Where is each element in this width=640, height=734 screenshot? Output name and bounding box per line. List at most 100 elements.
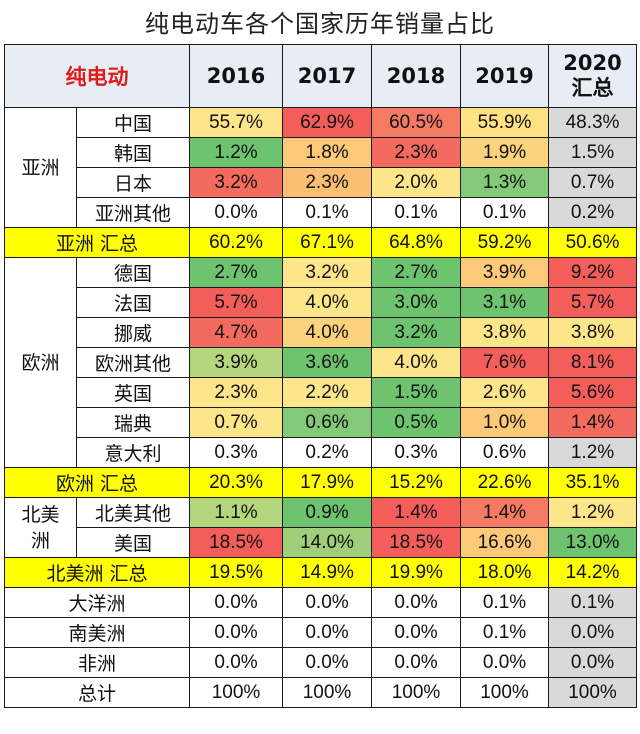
value-cell: 3.8% (548, 317, 637, 348)
value-cell: 2.0% (371, 167, 461, 198)
region-label-line: 北美 (21, 503, 60, 526)
region-label: 北美洲 (4, 497, 77, 558)
value-cell: 5.7% (189, 287, 283, 318)
subtotal-value: 14.2% (548, 557, 637, 588)
value-cell: 0.2% (282, 437, 372, 468)
corner-label: 纯电动 (4, 44, 190, 108)
total-value: 100% (548, 677, 637, 708)
value-cell: 1.5% (548, 137, 637, 168)
year-header: 2018 (371, 44, 461, 108)
year-header: 2019 (460, 44, 549, 108)
value-cell: 1.0% (460, 407, 549, 438)
value-cell: 0.1% (460, 617, 549, 648)
value-cell: 4.7% (189, 317, 283, 348)
value-cell: 5.6% (548, 377, 637, 408)
value-cell: 9.2% (548, 257, 637, 288)
table-row: 瑞典 0.7% 0.6% 0.5% 1.0% 1.4% (5, 407, 637, 438)
value-cell: 0.0% (371, 647, 461, 678)
value-cell: 2.6% (460, 377, 549, 408)
value-cell: 1.5% (371, 377, 461, 408)
value-cell: 0.0% (548, 617, 637, 648)
value-cell: 0.0% (460, 647, 549, 678)
value-cell: 3.2% (371, 317, 461, 348)
value-cell: 1.3% (460, 167, 549, 198)
subtotal-row: 欧洲 汇总 20.3% 17.9% 15.2% 22.6% 35.1% (4, 467, 637, 498)
value-cell: 18.5% (371, 527, 461, 558)
table-row: 非洲 0.0% 0.0% 0.0% 0.0% 0.0% (4, 647, 637, 678)
table-row: 美国 18.5% 14.0% 18.5% 16.6% 13.0% (5, 527, 637, 558)
country-label: 北美其他 (76, 497, 190, 528)
table-row: 南美洲 0.0% 0.0% 0.0% 0.1% 0.0% (4, 617, 637, 648)
total-value: 100% (371, 677, 461, 708)
value-cell: 5.7% (548, 287, 637, 318)
subtotal-label: 亚洲 汇总 (4, 227, 190, 258)
country-label: 欧洲其他 (76, 347, 190, 378)
value-cell: 0.1% (460, 197, 549, 228)
value-cell: 0.7% (189, 407, 283, 438)
region-label: 欧洲 (4, 257, 77, 468)
region-label: 南美洲 (4, 617, 190, 648)
value-cell: 1.2% (548, 437, 637, 468)
value-cell: 0.0% (189, 197, 283, 228)
value-cell: 2.2% (282, 377, 372, 408)
value-cell: 4.0% (282, 287, 372, 318)
total-label: 总计 (4, 677, 190, 708)
region-label: 非洲 (4, 647, 190, 678)
subtotal-value: 50.6% (548, 227, 637, 258)
country-label: 美国 (76, 527, 190, 558)
table-row: 大洋洲 0.0% 0.0% 0.0% 0.1% 0.1% (4, 587, 637, 618)
value-cell: 3.6% (282, 347, 372, 378)
value-cell: 0.0% (189, 647, 283, 678)
value-cell: 60.5% (371, 107, 461, 138)
subtotal-value: 35.1% (548, 467, 637, 498)
value-cell: 0.6% (460, 437, 549, 468)
value-cell: 1.2% (189, 137, 283, 168)
value-cell: 48.3% (548, 107, 637, 138)
subtotal-label: 欧洲 汇总 (4, 467, 190, 498)
value-cell: 3.8% (460, 317, 549, 348)
value-cell: 55.7% (189, 107, 283, 138)
subtotal-value: 19.9% (371, 557, 461, 588)
year-header: 2016 (189, 44, 283, 108)
total-value: 100% (282, 677, 372, 708)
value-cell: 0.0% (282, 617, 372, 648)
table-row: 日本 3.2% 2.3% 2.0% 1.3% 0.7% (5, 167, 637, 198)
subtotal-value: 14.9% (282, 557, 372, 588)
value-cell: 7.6% (460, 347, 549, 378)
country-label: 瑞典 (76, 407, 190, 438)
subtotal-value: 19.5% (189, 557, 283, 588)
subtotal-value: 18.0% (460, 557, 549, 588)
year-header: 2017 (282, 44, 372, 108)
value-cell: 0.3% (371, 437, 461, 468)
value-cell: 3.2% (282, 257, 372, 288)
value-cell: 62.9% (282, 107, 372, 138)
subtotal-label: 北美洲 汇总 (4, 557, 190, 588)
value-cell: 3.2% (189, 167, 283, 198)
subtotal-row: 亚洲 汇总 60.2% 67.1% 64.8% 59.2% 50.6% (4, 227, 637, 258)
header-row: 纯电动 2016 2017 2018 2019 2020 汇总 (4, 44, 637, 108)
value-cell: 0.1% (548, 587, 637, 618)
country-label: 挪威 (76, 317, 190, 348)
value-cell: 1.9% (460, 137, 549, 168)
value-cell: 2.3% (282, 167, 372, 198)
year-2020-label: 2020 (563, 51, 622, 75)
total-row: 总计 100% 100% 100% 100% 100% (4, 677, 637, 708)
value-cell: 0.0% (282, 647, 372, 678)
subtotal-value: 20.3% (189, 467, 283, 498)
value-cell: 1.4% (460, 497, 549, 528)
country-label: 英国 (76, 377, 190, 408)
value-cell: 0.1% (371, 197, 461, 228)
region-label-line: 洲 (30, 529, 50, 552)
table-row: 欧洲其他 3.9% 3.6% 4.0% 7.6% 8.1% (5, 347, 637, 378)
value-cell: 3.9% (460, 257, 549, 288)
value-cell: 1.4% (548, 407, 637, 438)
table-row: 法国 5.7% 4.0% 3.0% 3.1% 5.7% (5, 287, 637, 318)
subtotal-row: 北美洲 汇总 19.5% 14.9% 19.9% 18.0% 14.2% (4, 557, 637, 588)
value-cell: 4.0% (282, 317, 372, 348)
value-cell: 0.2% (548, 197, 637, 228)
page-title: 纯电动车各个国家历年销量占比 (145, 10, 495, 38)
value-cell: 3.0% (371, 287, 461, 318)
value-cell: 0.9% (282, 497, 372, 528)
value-cell: 0.0% (189, 617, 283, 648)
value-cell: 55.9% (460, 107, 549, 138)
